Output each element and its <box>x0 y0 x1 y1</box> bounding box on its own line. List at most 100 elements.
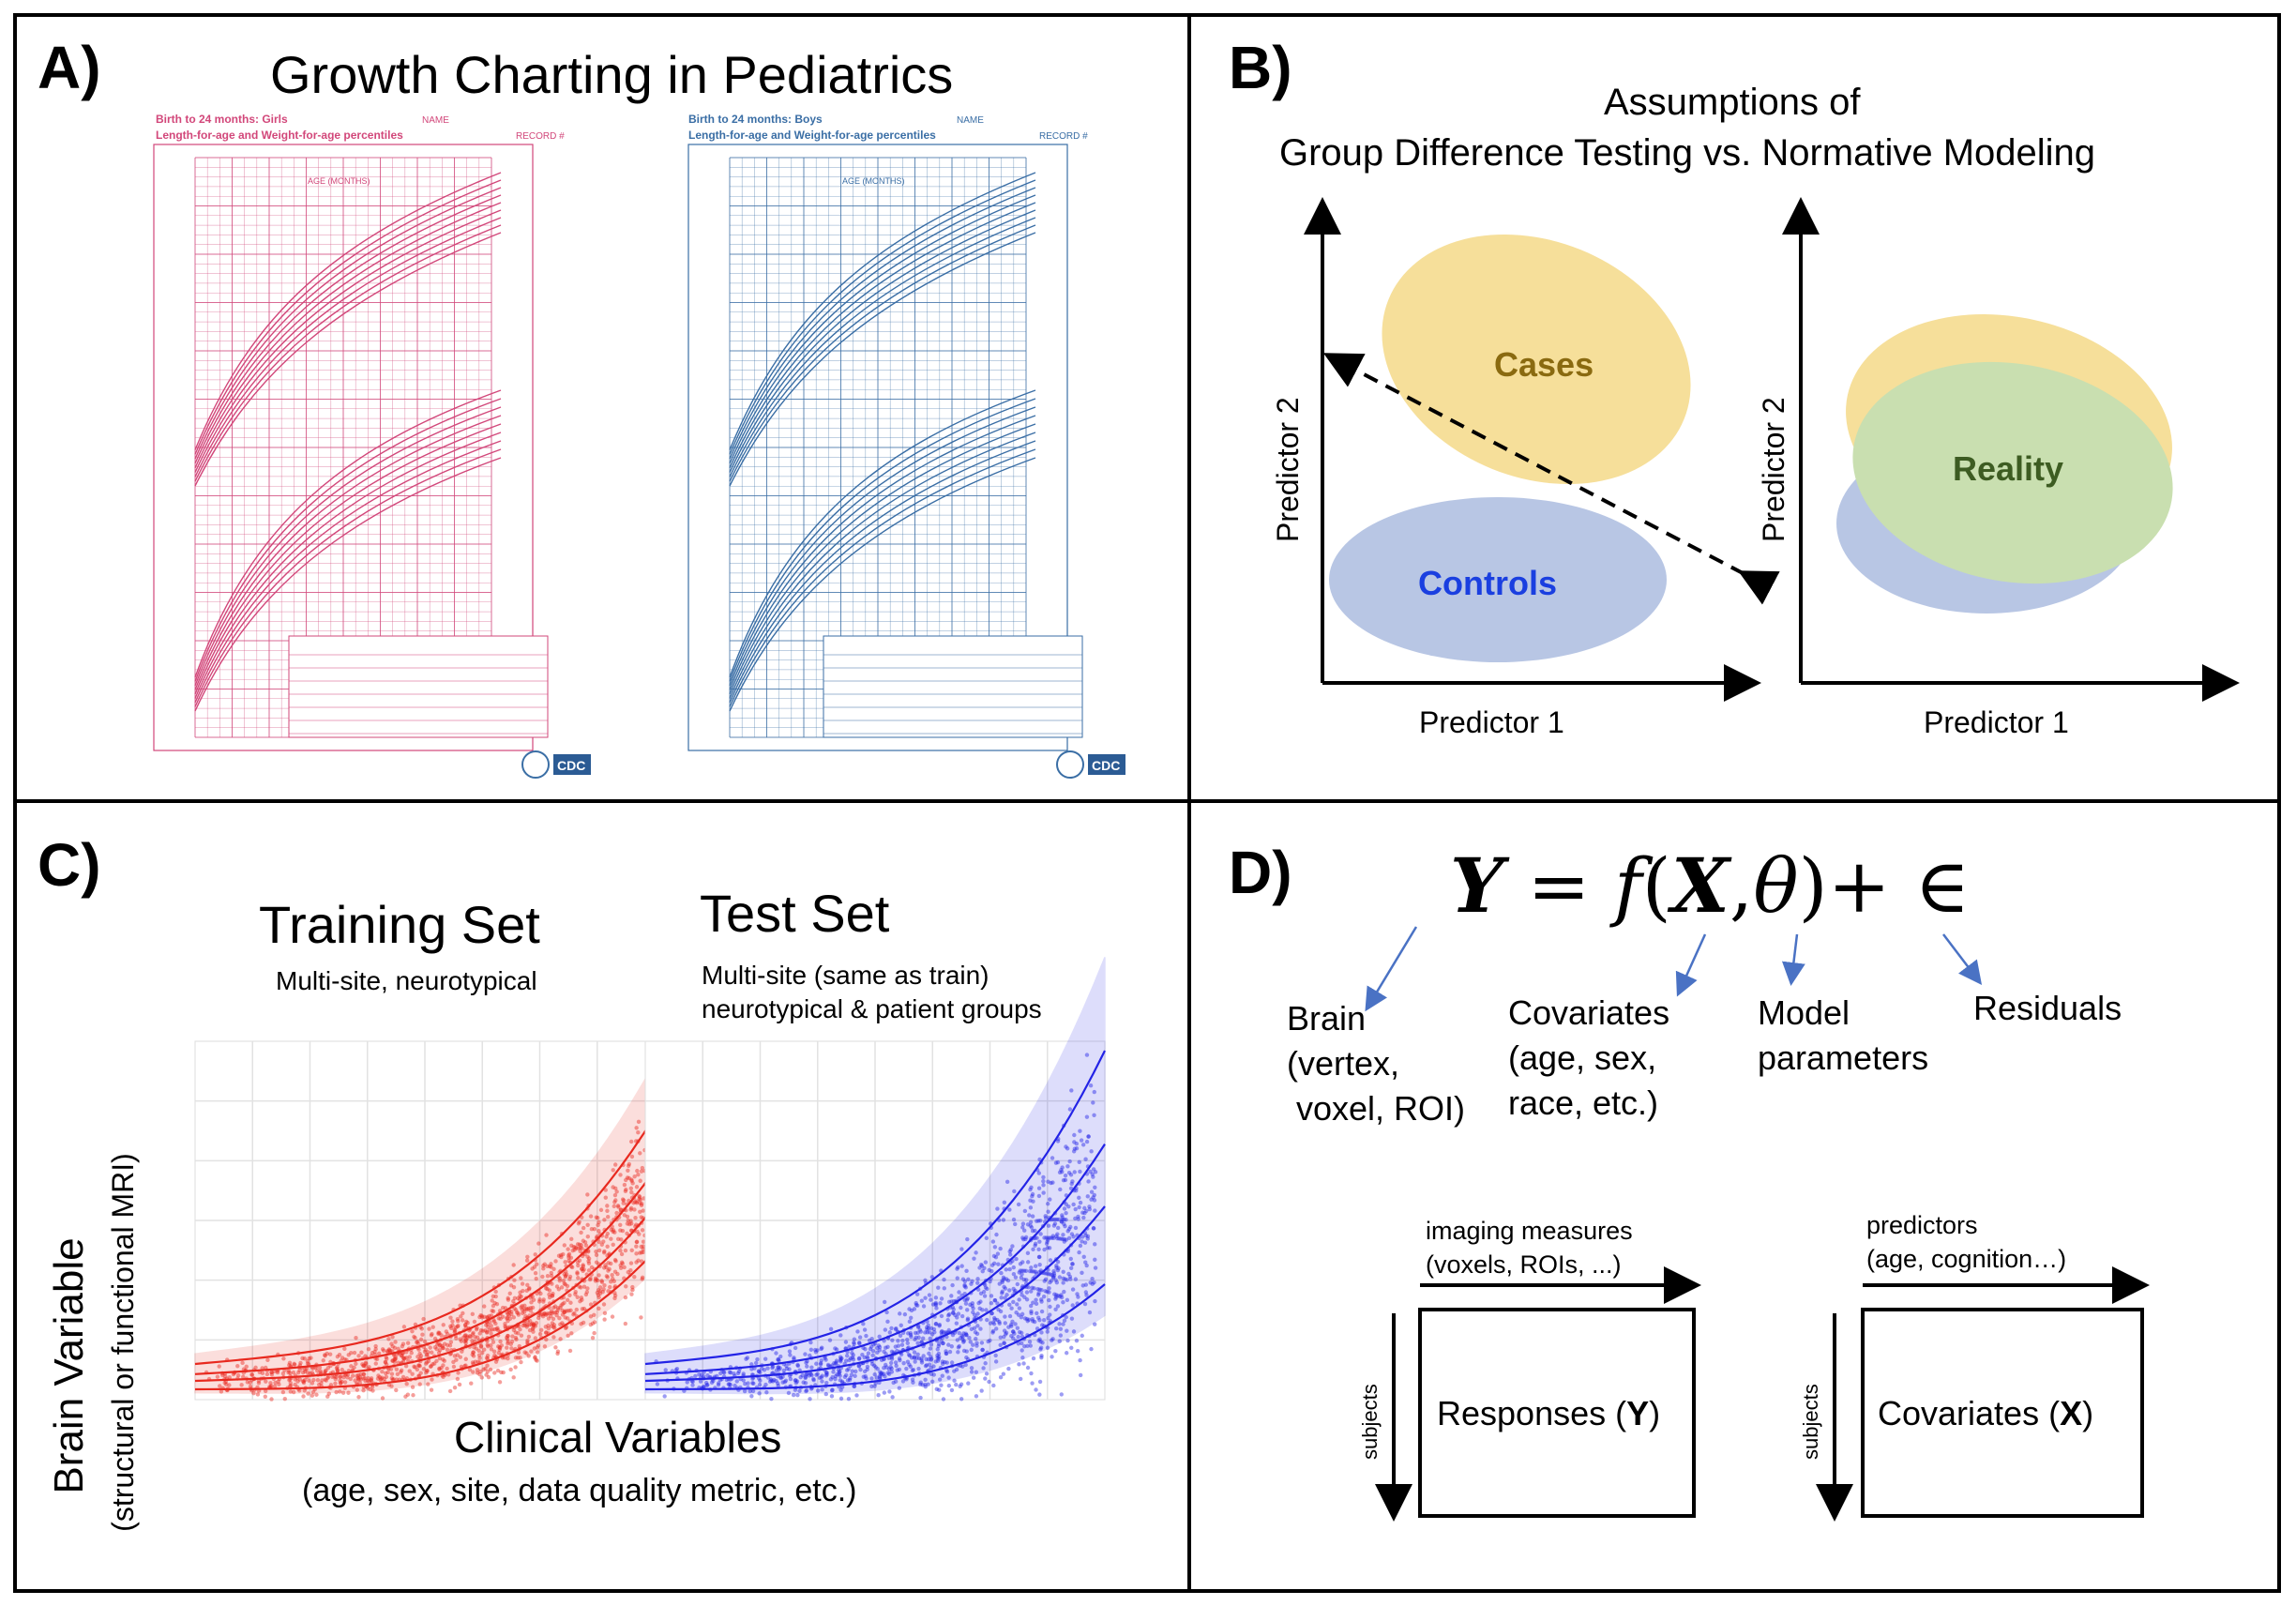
data-point <box>626 1269 630 1275</box>
data-point <box>463 1341 468 1345</box>
data-point <box>1029 1371 1034 1376</box>
data-point <box>1049 1279 1054 1283</box>
data-point <box>629 1292 634 1296</box>
data-point <box>565 1309 569 1313</box>
data-point <box>492 1353 497 1358</box>
data-point <box>621 1201 626 1205</box>
data-point <box>623 1295 628 1300</box>
data-point <box>1089 1189 1095 1194</box>
data-point <box>531 1329 536 1334</box>
data-point <box>486 1374 491 1380</box>
data-point <box>920 1383 925 1387</box>
data-point <box>586 1268 592 1273</box>
data-point <box>549 1262 553 1266</box>
data-point <box>498 1339 503 1344</box>
data-point <box>919 1358 924 1363</box>
data-point <box>580 1246 584 1250</box>
data-point <box>448 1324 453 1329</box>
data-point <box>1036 1254 1042 1260</box>
data-point <box>333 1377 338 1382</box>
covariates-text: Covariates (X) <box>1878 1394 2094 1432</box>
data-point <box>1028 1187 1033 1192</box>
data-point <box>909 1315 914 1320</box>
data-point <box>638 1151 642 1156</box>
data-point <box>936 1285 941 1290</box>
data-point <box>609 1261 613 1266</box>
data-point <box>855 1329 860 1334</box>
data-point <box>811 1378 816 1383</box>
data-point <box>858 1367 863 1372</box>
data-point <box>1085 1236 1090 1241</box>
data-point <box>803 1381 808 1386</box>
length-percentile-curve <box>729 224 1036 482</box>
data-point <box>838 1333 843 1338</box>
data-point <box>634 1185 640 1189</box>
data-point <box>940 1373 944 1378</box>
data-point <box>1044 1241 1050 1247</box>
data-point <box>960 1277 966 1281</box>
data-point <box>1024 1290 1030 1295</box>
arrow-eps <box>1942 933 1983 985</box>
data-point <box>373 1347 378 1352</box>
data-point <box>570 1248 575 1253</box>
data-point <box>451 1364 457 1370</box>
data-point <box>1080 1283 1085 1288</box>
data-point <box>462 1333 468 1339</box>
data-point <box>882 1365 886 1371</box>
data-point <box>364 1361 369 1366</box>
data-point <box>757 1391 762 1396</box>
data-point <box>361 1371 366 1377</box>
data-point <box>1025 1365 1031 1371</box>
data-point <box>1040 1323 1045 1327</box>
data-point <box>820 1345 824 1350</box>
data-point <box>513 1356 519 1360</box>
data-point <box>611 1168 615 1173</box>
data-point <box>1053 1296 1058 1301</box>
data-point <box>959 1382 964 1386</box>
data-point <box>633 1200 638 1204</box>
data-point <box>533 1356 537 1360</box>
data-point <box>551 1335 556 1340</box>
data-point <box>958 1384 962 1388</box>
data-point <box>638 1201 642 1205</box>
data-point <box>1027 1340 1033 1344</box>
data-point <box>560 1308 565 1313</box>
data-point <box>555 1308 560 1312</box>
data-point <box>491 1317 496 1323</box>
data-point <box>401 1325 407 1329</box>
data-point <box>847 1344 852 1349</box>
data-point <box>1038 1347 1043 1352</box>
data-point <box>575 1270 580 1275</box>
data-point <box>301 1379 306 1384</box>
data-point <box>590 1335 596 1341</box>
y-label-right: Predictor 2 <box>1757 397 1790 542</box>
data-point <box>1035 1315 1041 1320</box>
data-point <box>792 1356 796 1360</box>
data-point <box>889 1370 895 1374</box>
data-point <box>991 1322 997 1326</box>
data-point <box>920 1336 926 1341</box>
data-point <box>622 1213 627 1218</box>
data-point <box>970 1279 974 1283</box>
data-point <box>473 1335 477 1340</box>
data-point <box>471 1350 476 1355</box>
data-point <box>1074 1188 1079 1193</box>
data-point <box>491 1303 496 1309</box>
length-percentile-curve <box>729 194 1036 464</box>
data-point <box>856 1363 861 1368</box>
data-point <box>926 1357 931 1362</box>
data-point <box>562 1300 566 1305</box>
data-point <box>576 1221 582 1226</box>
data-point <box>1054 1326 1059 1331</box>
data-point <box>380 1396 385 1401</box>
data-point <box>1028 1343 1034 1348</box>
data-point <box>927 1351 931 1356</box>
data-point <box>521 1288 525 1294</box>
data-point <box>1071 1149 1077 1154</box>
data-point <box>280 1371 286 1376</box>
data-point <box>1020 1293 1024 1297</box>
data-point <box>869 1376 874 1381</box>
data-point <box>402 1356 407 1361</box>
data-point <box>1050 1355 1054 1359</box>
data-point <box>1045 1245 1050 1250</box>
